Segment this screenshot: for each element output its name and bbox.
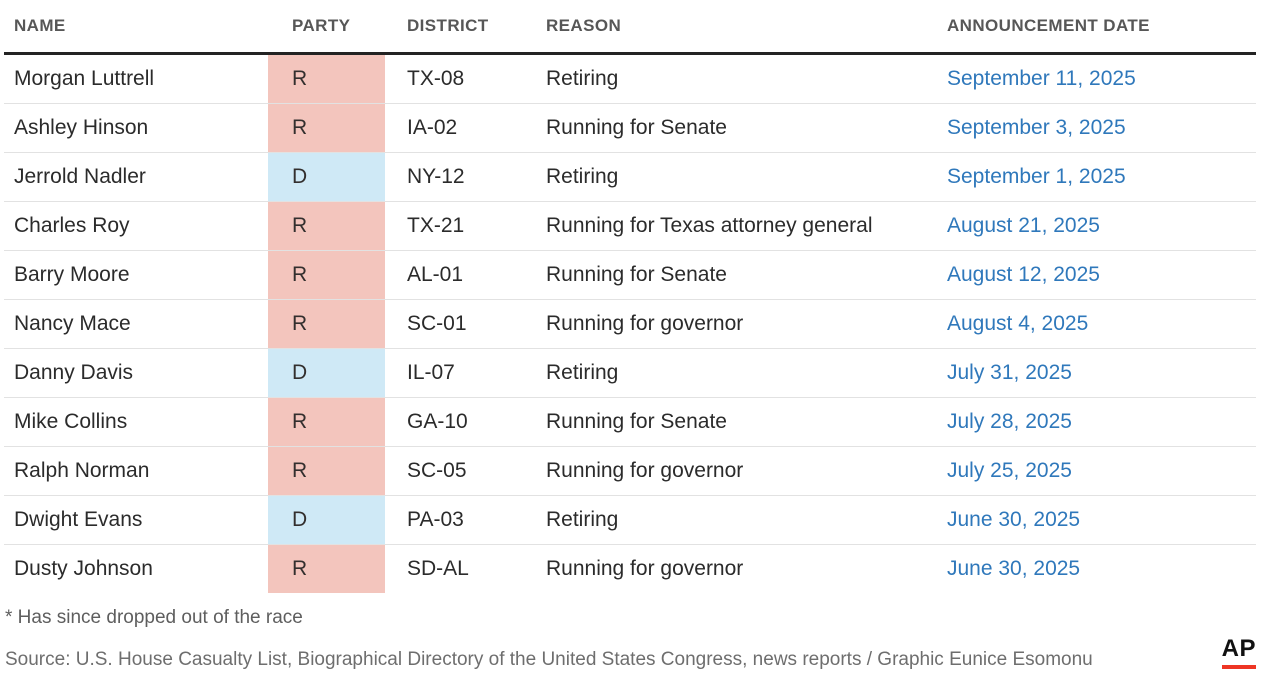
house-departures-graphic: NAME PARTY DISTRICT REASON ANNOUNCEMENT …: [4, 0, 1256, 671]
member-name: Barry Moore: [4, 250, 268, 300]
column-header-name: NAME: [4, 0, 268, 55]
ap-logo-text: AP: [1221, 635, 1256, 662]
member-name: Ashley Hinson: [4, 103, 268, 153]
announcement-date-link[interactable]: September 3, 2025: [947, 103, 1256, 153]
ap-logo: AP: [1222, 637, 1256, 669]
reason-cell: Running for Texas attorney general: [546, 201, 947, 251]
announcement-date-link[interactable]: July 31, 2025: [947, 348, 1256, 398]
reason-cell: Retiring: [546, 348, 947, 398]
district-cell: TX-21: [385, 201, 546, 251]
column-header-reason: REASON: [546, 0, 947, 55]
member-name: Dusty Johnson: [14, 557, 153, 580]
reason-cell: Retiring: [546, 53, 947, 104]
party-cell: R: [268, 397, 385, 447]
table-row: Jerrold Nadler D NY-12 Retiring Septembe…: [4, 152, 1256, 202]
party-cell: D: [268, 348, 385, 398]
member-name: Charles Roy: [4, 201, 268, 251]
reason-cell: Running for governor: [546, 299, 947, 349]
member-name: Ralph Norman: [4, 446, 268, 496]
reason-cell: Running for Senate: [546, 250, 947, 300]
member-name: Danny Davis: [4, 348, 268, 398]
party-cell: D: [268, 495, 385, 545]
party-cell: D: [268, 152, 385, 202]
announcement-date-link[interactable]: August 12, 2025: [947, 250, 1256, 300]
district-cell: IA-02: [385, 103, 546, 153]
table-row: Charles Roy R TX-21 Running for Texas at…: [4, 201, 1256, 251]
district-cell: AL-01: [385, 250, 546, 300]
party-cell: R: [268, 299, 385, 349]
announcement-date-link[interactable]: August 4, 2025: [947, 299, 1256, 349]
table-row: Barry Moore R AL-01 Running for Senate A…: [4, 250, 1256, 300]
announcement-date-link[interactable]: June 30, 2025: [947, 557, 1081, 580]
table-row: Morgan Luttrell R TX-08 Retiring Septemb…: [4, 53, 1256, 104]
district-cell: TX-08: [385, 53, 546, 104]
district-cell: SD-AL: [407, 557, 469, 580]
source-row: Source: U.S. House Casualty List, Biogra…: [5, 637, 1256, 671]
source-credit: Source: U.S. House Casualty List, Biogra…: [5, 649, 1093, 670]
member-name: Jerrold Nadler: [4, 152, 268, 202]
party-cell: R: [268, 544, 385, 593]
header-row: NAME PARTY DISTRICT REASON ANNOUNCEMENT …: [4, 0, 1256, 55]
member-name: Nancy Mace: [4, 299, 268, 349]
reason-cell: Retiring: [546, 152, 947, 202]
table-row: Ashley Hinson R IA-02 Running for Senate…: [4, 103, 1256, 153]
party-cell: R: [268, 103, 385, 153]
reason-cell: Retiring: [546, 495, 947, 545]
reason-cell: Running for governor: [546, 446, 947, 496]
table-body: Morgan Luttrell R TX-08 Retiring Septemb…: [4, 53, 1256, 593]
party-cell: R: [268, 53, 385, 104]
table-row: Nancy Mace R SC-01 Running for governor …: [4, 299, 1256, 349]
announcement-date-link[interactable]: August 21, 2025: [947, 201, 1256, 251]
party-cell: R: [268, 201, 385, 251]
table-row: Danny Davis D IL-07 Retiring July 31, 20…: [4, 348, 1256, 398]
table-header: NAME PARTY DISTRICT REASON ANNOUNCEMENT …: [4, 0, 1256, 55]
district-cell: SC-05: [385, 446, 546, 496]
column-header-district: DISTRICT: [385, 0, 546, 55]
footnote: * Has since dropped out of the race: [5, 607, 303, 628]
member-name: Morgan Luttrell: [4, 53, 268, 104]
graphic-footer: * Has since dropped out of the race Sour…: [5, 607, 1256, 671]
district-cell: GA-10: [385, 397, 546, 447]
announcement-date-link[interactable]: July 28, 2025: [947, 397, 1256, 447]
member-name: Dwight Evans: [4, 495, 268, 545]
table-row: Mike Collins R GA-10 Running for Senate …: [4, 397, 1256, 447]
table-row: Dwight Evans D PA-03 Retiring June 30, 2…: [4, 495, 1256, 545]
announcement-date-link[interactable]: September 11, 2025: [947, 53, 1256, 104]
column-header-announcement-date: ANNOUNCEMENT DATE: [947, 0, 1256, 55]
reason-cell: Running for governor: [546, 557, 744, 580]
announcement-date-link[interactable]: June 30, 2025: [947, 495, 1256, 545]
reason-cell: Running for Senate: [546, 103, 947, 153]
table-row: Ralph Norman R SC-05 Running for governo…: [4, 446, 1256, 496]
ap-logo-red-bar: [1221, 665, 1256, 669]
column-header-party: PARTY: [268, 0, 385, 55]
district-cell: SC-01: [385, 299, 546, 349]
district-cell: NY-12: [385, 152, 546, 202]
reason-cell: Running for Senate: [546, 397, 947, 447]
house-departures-table: NAME PARTY DISTRICT REASON ANNOUNCEMENT …: [4, 0, 1256, 593]
table-row: Dusty Johnson R SD-AL Running for govern…: [4, 544, 1256, 593]
announcement-date-link[interactable]: September 1, 2025: [947, 152, 1256, 202]
district-cell: PA-03: [385, 495, 546, 545]
party-cell: R: [268, 446, 385, 496]
member-name: Mike Collins: [4, 397, 268, 447]
district-cell: IL-07: [385, 348, 546, 398]
party-cell: R: [268, 250, 385, 300]
announcement-date-link[interactable]: July 25, 2025: [947, 446, 1256, 496]
